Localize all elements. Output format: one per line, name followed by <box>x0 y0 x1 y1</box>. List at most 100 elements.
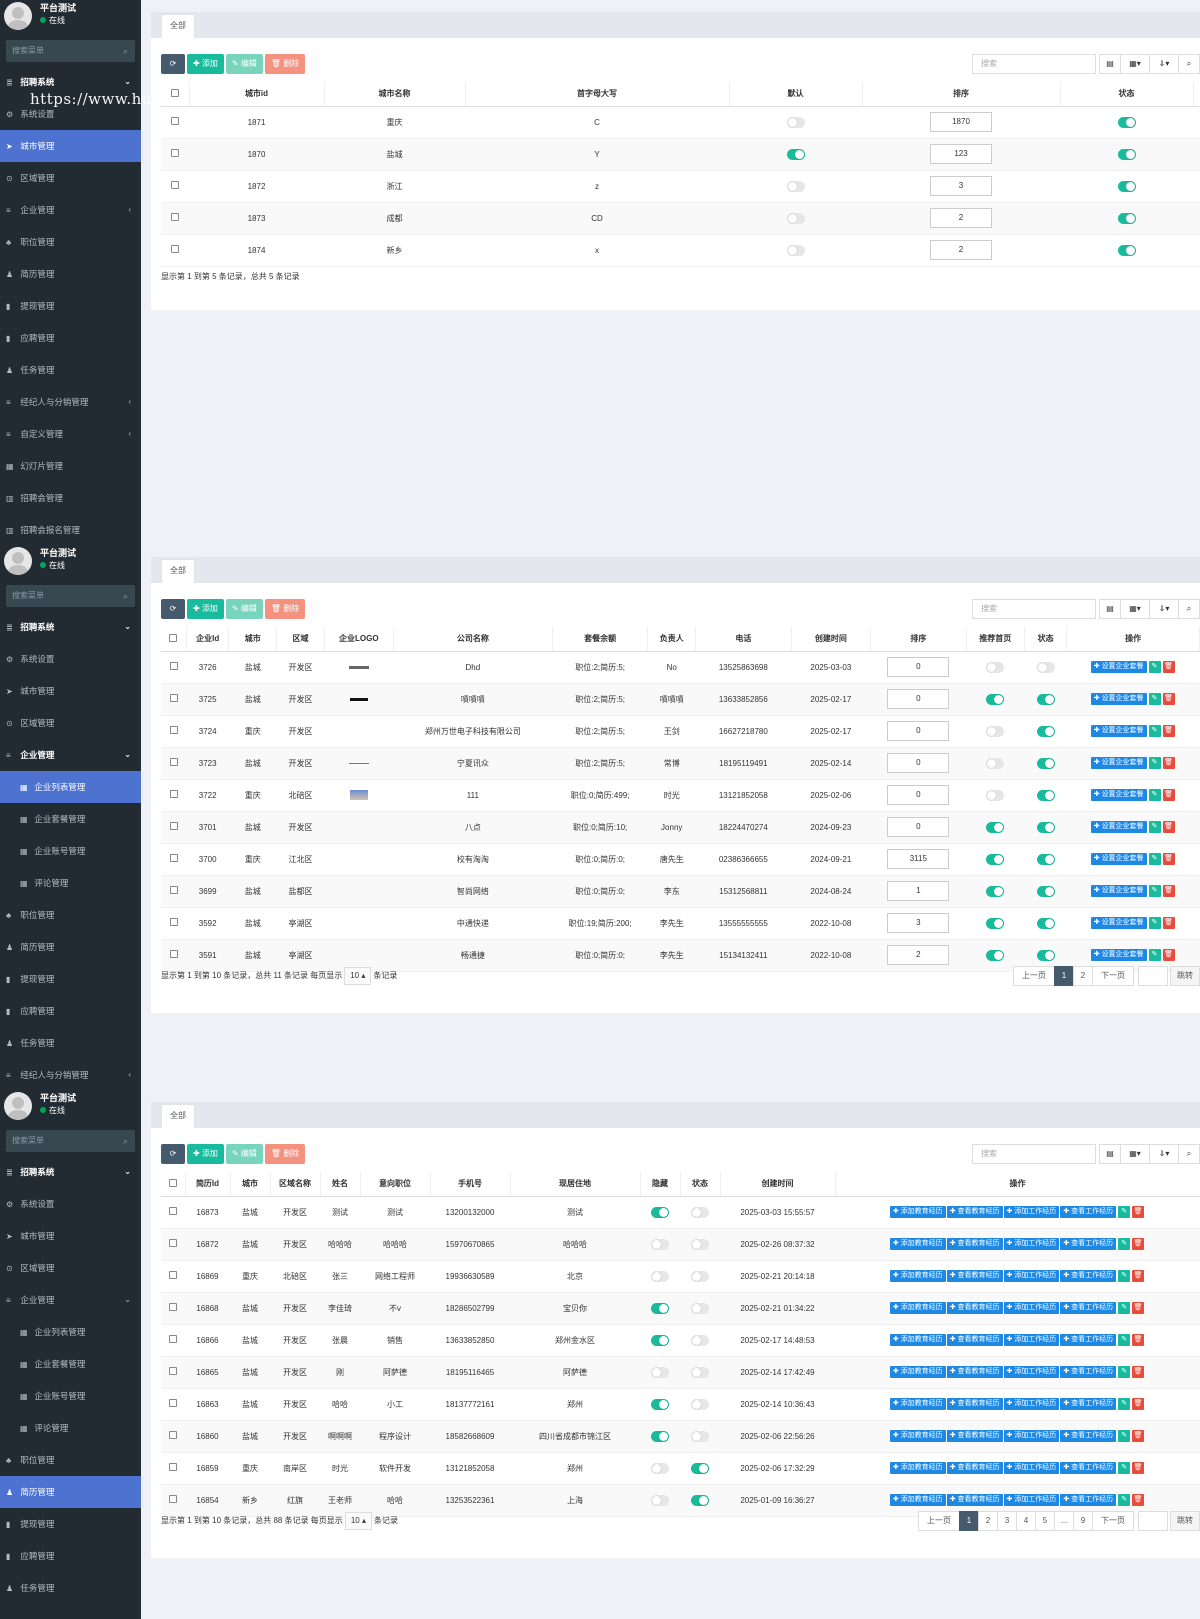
resume-op-button[interactable]: ✚ 查看教育经历 <box>946 1494 1003 1506</box>
sidebar-item[interactable]: ≡ 企业管理 ⌄ <box>0 739 141 771</box>
column-header[interactable]: 区域 <box>276 627 325 652</box>
resume-op-button[interactable]: ✚ 添加教育经历 <box>889 1302 946 1314</box>
export-icon[interactable]: ⇓▾ <box>1149 599 1179 619</box>
column-header[interactable]: 简历Id <box>185 1172 231 1197</box>
resume-op-button[interactable]: ✚ 添加教育经历 <box>889 1206 946 1218</box>
status-toggle[interactable] <box>691 1398 709 1410</box>
delete-icon[interactable]: 🗑 <box>1132 1366 1145 1378</box>
edit-icon[interactable]: ✎ <box>1148 789 1161 801</box>
column-header[interactable]: 电话 <box>695 627 792 652</box>
sidebar-item[interactable]: ≡ 经纪人与分销管理 ‹ <box>0 1059 141 1090</box>
edit-icon[interactable]: ✎ <box>1118 1206 1131 1218</box>
column-header[interactable]: 企业LOGO <box>324 627 394 652</box>
sidebar-item[interactable]: ▦ 幻灯片管理 <box>0 450 141 482</box>
sort-input[interactable]: 0 <box>887 721 950 741</box>
sidebar-item[interactable]: ▮ 应聘管理 <box>0 1540 141 1572</box>
column-header[interactable]: 城市名称 <box>324 82 466 107</box>
status-toggle[interactable] <box>1036 661 1055 673</box>
sort-input[interactable]: 1870 <box>930 112 992 132</box>
search-input[interactable]: 搜索 <box>972 599 1096 619</box>
status-toggle[interactable] <box>691 1462 709 1474</box>
sidebar-item[interactable]: ▦ 企业列表管理 <box>0 1316 141 1348</box>
resume-op-button[interactable]: ✚ 添加工作经历 <box>1003 1334 1060 1346</box>
page-button[interactable]: 4 <box>1016 1511 1036 1531</box>
hide-toggle[interactable] <box>651 1494 669 1506</box>
select-all-checkbox[interactable] <box>170 88 179 97</box>
export-icon[interactable]: ⇓▾ <box>1149 54 1179 74</box>
select-all-checkbox[interactable] <box>169 633 178 642</box>
edit-icon[interactable]: ✎ <box>1148 917 1161 929</box>
status-toggle[interactable] <box>1036 757 1055 769</box>
hide-toggle[interactable] <box>651 1334 669 1346</box>
recommend-toggle[interactable] <box>986 821 1005 833</box>
sidebar-item[interactable]: ⊙ 区域管理 <box>0 162 141 194</box>
prev-page-button[interactable]: 上一页 <box>1013 966 1055 986</box>
default-toggle[interactable] <box>786 148 805 160</box>
resume-op-button[interactable]: ✚ 添加教育经历 <box>889 1494 946 1506</box>
columns-icon[interactable]: ▦▾ <box>1120 54 1150 74</box>
delete-icon[interactable]: 🗑 <box>1162 757 1175 769</box>
row-checkbox[interactable] <box>169 790 178 798</box>
edit-icon[interactable]: ✎ <box>1148 885 1161 897</box>
default-toggle[interactable] <box>786 116 805 128</box>
resume-op-button[interactable]: ✚ 添加工作经历 <box>1003 1398 1060 1410</box>
tab-all[interactable]: 全部 <box>161 1104 195 1128</box>
set-package-button[interactable]: ✚ 设置企业套餐 <box>1090 821 1147 833</box>
column-header[interactable]: 状态 <box>1024 627 1068 652</box>
row-checkbox[interactable] <box>169 854 178 862</box>
resume-op-button[interactable]: ✚ 添加工作经历 <box>1003 1270 1060 1282</box>
column-header[interactable]: 默认 <box>729 82 863 107</box>
sidebar-item[interactable]: ▮ 提现管理 <box>0 963 141 995</box>
row-checkbox[interactable] <box>169 758 178 766</box>
delete-button[interactable]: 🗑 删除 <box>264 54 306 74</box>
page-button[interactable]: 2 <box>978 1511 998 1531</box>
jump-button[interactable]: 跳转 <box>1170 1511 1200 1531</box>
status-toggle[interactable] <box>691 1494 709 1506</box>
sidebar-item[interactable]: ➤ 城市管理 <box>0 130 141 162</box>
resume-op-button[interactable]: ✚ 查看教育经历 <box>946 1398 1003 1410</box>
status-toggle[interactable] <box>1117 116 1136 128</box>
sort-input[interactable]: 0 <box>887 753 950 773</box>
column-header[interactable]: 推荐首页 <box>966 627 1025 652</box>
jump-page-input[interactable] <box>1138 966 1168 986</box>
column-header[interactable]: 状态 <box>1060 82 1194 107</box>
default-toggle[interactable] <box>786 212 805 224</box>
edit-icon[interactable]: ✎ <box>1118 1366 1131 1378</box>
set-package-button[interactable]: ✚ 设置企业套餐 <box>1090 757 1147 769</box>
search-icon[interactable]: ⌕ <box>122 591 128 601</box>
sidebar-item[interactable]: ♟ 任务管理 <box>0 1572 141 1604</box>
column-header[interactable]: 排序 <box>862 82 1061 107</box>
sidebar-item[interactable]: ♟ 简历管理 <box>0 1476 141 1508</box>
row-checkbox[interactable] <box>169 1239 177 1247</box>
status-toggle[interactable] <box>691 1238 709 1250</box>
advanced-search-icon[interactable]: ⌕ <box>1178 1144 1200 1164</box>
resume-op-button[interactable]: ✚ 添加教育经历 <box>889 1270 946 1282</box>
resume-op-button[interactable]: ✚ 查看工作经历 <box>1060 1398 1117 1410</box>
default-toggle[interactable] <box>786 244 805 256</box>
resume-op-button[interactable]: ✚ 添加工作经历 <box>1003 1430 1060 1442</box>
hide-toggle[interactable] <box>651 1430 669 1442</box>
per-page-select[interactable]: 10 ▴ <box>344 1512 372 1530</box>
recommend-toggle[interactable] <box>986 693 1005 705</box>
row-checkbox[interactable] <box>169 1335 177 1343</box>
resume-op-button[interactable]: ✚ 查看工作经历 <box>1060 1238 1117 1250</box>
status-toggle[interactable] <box>691 1302 709 1314</box>
hide-toggle[interactable] <box>651 1302 669 1314</box>
resume-op-button[interactable]: ✚ 添加教育经历 <box>889 1238 946 1250</box>
row-checkbox[interactable] <box>169 1495 177 1503</box>
recommend-toggle[interactable] <box>986 725 1005 737</box>
delete-icon[interactable]: 🗑 <box>1162 661 1175 673</box>
column-header[interactable]: 排序 <box>870 627 967 652</box>
sidebar-item[interactable]: ≡ 自定义管理 ‹ <box>0 418 141 450</box>
page-button[interactable]: 5 <box>1035 1511 1055 1531</box>
edit-icon[interactable]: ✎ <box>1118 1270 1131 1282</box>
status-toggle[interactable] <box>1117 148 1136 160</box>
delete-button[interactable]: 🗑 删除 <box>264 1144 306 1164</box>
resume-op-button[interactable]: ✚ 添加工作经历 <box>1003 1206 1060 1218</box>
refresh-button[interactable]: ⟳ <box>161 1144 185 1164</box>
recommend-toggle[interactable] <box>986 949 1005 961</box>
sidebar-item[interactable]: ♣ 职位管理 <box>0 226 141 258</box>
delete-icon[interactable]: 🗑 <box>1162 821 1175 833</box>
sidebar-item[interactable]: ➤ 城市管理 <box>0 675 141 707</box>
resume-op-button[interactable]: ✚ 查看工作经历 <box>1060 1366 1117 1378</box>
